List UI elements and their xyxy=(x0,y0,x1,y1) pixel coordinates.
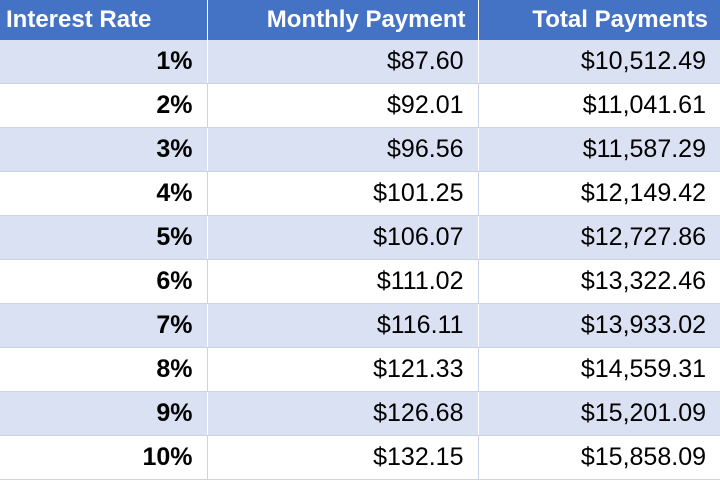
amount-cell: $11,587.29 xyxy=(478,127,720,172)
table-row: 7% $116.11 $13,933.02 xyxy=(0,303,720,348)
amount-cell: $106.07 xyxy=(207,215,479,260)
rate-cell: 7% xyxy=(0,303,208,348)
rate-cell: 4% xyxy=(0,171,208,216)
header-cell: Interest Rate xyxy=(0,0,208,40)
amount-cell: $14,559.31 xyxy=(478,347,720,392)
rate-cell: 8% xyxy=(0,347,208,392)
amount-cell: $92.01 xyxy=(207,83,479,128)
table-row: 4% $101.25 $12,149.42 xyxy=(0,171,720,216)
rate-cell: 9% xyxy=(0,391,208,436)
table-row: 8% $121.33 $14,559.31 xyxy=(0,347,720,392)
table-row: 1% $87.60 $10,512.49 xyxy=(0,40,720,84)
amount-cell: $96.56 xyxy=(207,127,479,172)
amount-cell: $111.02 xyxy=(207,259,479,304)
amount-cell: $126.68 xyxy=(207,391,479,436)
rate-cell: 3% xyxy=(0,127,208,172)
table-body: 1% $87.60 $10,512.49 2% $92.01 $11,041.61 3% $9… xyxy=(0,40,720,480)
amount-cell: $15,858.09 xyxy=(478,435,720,480)
table-row: 10% $132.15 $15,858.09 xyxy=(0,435,720,480)
amount-cell: $121.33 xyxy=(207,347,479,392)
table-row: 9% $126.68 $15,201.09 xyxy=(0,391,720,436)
rate-cell: 1% xyxy=(0,40,208,84)
amount-cell: $116.11 xyxy=(207,303,479,348)
table-row: 2% $92.01 $11,041.61 xyxy=(0,83,720,128)
rate-cell: 5% xyxy=(0,215,208,260)
amount-cell: $132.15 xyxy=(207,435,479,480)
amount-cell: $11,041.61 xyxy=(478,83,720,128)
table-row: 5% $106.07 $12,727.86 xyxy=(0,215,720,260)
header-cell: Monthly Payment xyxy=(207,0,479,40)
amount-cell: $12,149.42 xyxy=(478,171,720,216)
amount-cell: $15,201.09 xyxy=(478,391,720,436)
amount-cell: $13,322.46 xyxy=(478,259,720,304)
table-row: 3% $96.56 $11,587.29 xyxy=(0,127,720,172)
amount-cell: $101.25 xyxy=(207,171,479,216)
amount-cell: $12,727.86 xyxy=(478,215,720,260)
table-header: Interest Rate Monthly Payment Total Paymen… xyxy=(0,0,720,40)
rate-cell: 2% xyxy=(0,83,208,128)
header-cell: Total Payments xyxy=(478,0,720,40)
amount-cell: $13,933.02 xyxy=(478,303,720,348)
amount-cell: $87.60 xyxy=(207,40,479,84)
rate-cell: 6% xyxy=(0,259,208,304)
header-row: Interest Rate Monthly Payment Total Paymen… xyxy=(0,0,720,40)
rate-cell: 10% xyxy=(0,435,208,480)
table-row: 6% $111.02 $13,322.46 xyxy=(0,259,720,304)
amount-cell: $10,512.49 xyxy=(478,40,720,84)
